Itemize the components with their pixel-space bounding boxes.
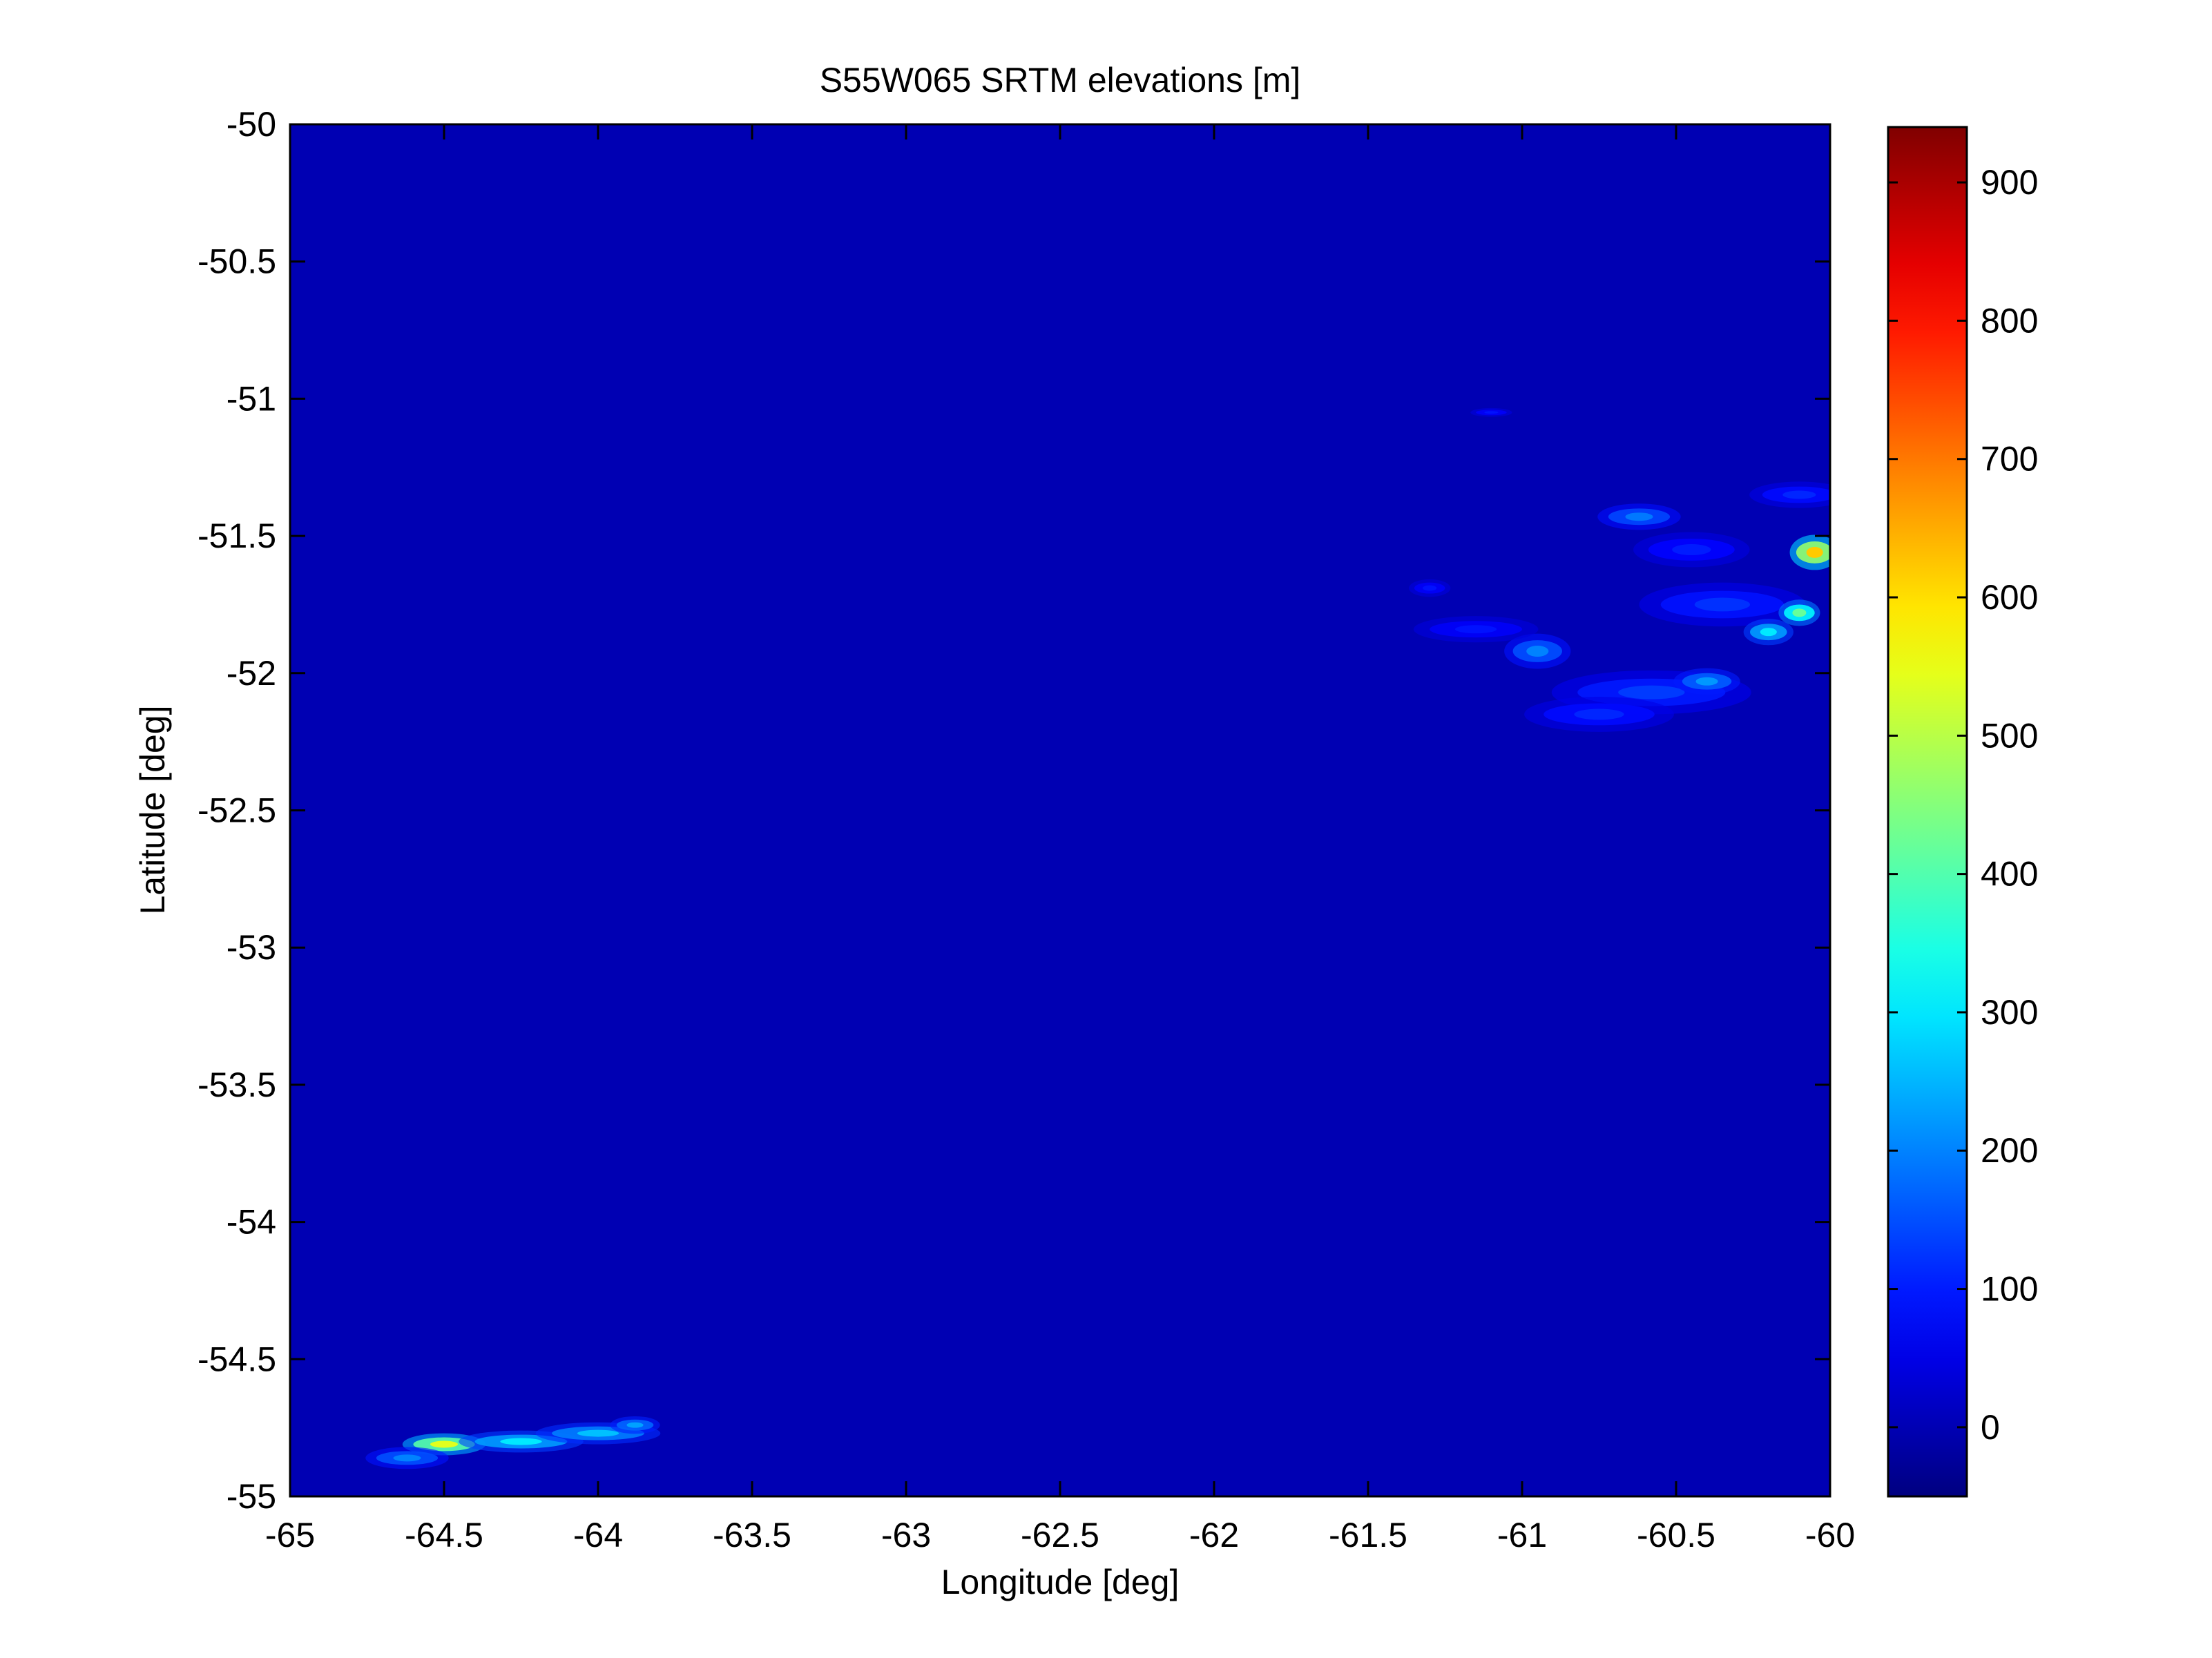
plot-frame: [289, 123, 1831, 1498]
y-tick-label: -54.5: [198, 1340, 276, 1378]
plot-area: [289, 123, 1831, 1498]
colorbar-tick-label: 0: [1981, 1408, 2000, 1447]
x-tick-label: -62: [1189, 1516, 1239, 1554]
x-tick-label: -63: [881, 1516, 931, 1554]
terrain-peak: [1760, 628, 1777, 637]
y-tick-label: -50: [227, 105, 276, 144]
x-tick-label: -64.5: [405, 1516, 483, 1554]
colorbar-tick-label: 600: [1981, 578, 2038, 617]
y-tick-label: -50.5: [198, 242, 276, 281]
terrain-peak: [1423, 585, 1437, 591]
sea-level-background: [290, 124, 1830, 1496]
y-tick-label: -51: [227, 379, 276, 418]
terrain-peak: [1672, 544, 1711, 555]
terrain-peak: [1806, 546, 1823, 558]
terrain-peak: [1618, 685, 1685, 700]
terrain-peak: [1574, 708, 1624, 720]
x-tick-label: -60: [1805, 1516, 1855, 1554]
terrain-peak: [1625, 512, 1653, 521]
colorbar-tick-label: 800: [1981, 301, 2038, 340]
terrain-peak: [1454, 625, 1497, 634]
chart-title: S55W065 SRTM elevations [m]: [820, 61, 1301, 99]
terrain-peak: [577, 1429, 619, 1437]
colorbar-ticks: [1888, 181, 1967, 1429]
x-tick-label: -65: [265, 1516, 315, 1554]
x-axis-tick-labels: -65 -64.5 -64 -63.5 -63 -62.5 -62 -61.5 -61 -60.5…: [265, 1516, 1855, 1554]
terrain-peak: [430, 1440, 459, 1448]
colorbar-tick-label: 400: [1981, 855, 2038, 894]
x-tick-label: -62.5: [1021, 1516, 1099, 1554]
x-tick-label: -63.5: [713, 1516, 791, 1554]
terrain-peak: [1792, 608, 1807, 617]
y-tick-label: -52.5: [198, 791, 276, 830]
terrain-peak: [1695, 677, 1718, 686]
terrain-peak: [626, 1422, 644, 1428]
colorbar-frame: [1887, 126, 1968, 1498]
x-tick-label: -64: [573, 1516, 623, 1554]
colorbar-tick-label: 200: [1981, 1131, 2038, 1170]
colorbar-tick-label: 700: [1981, 440, 2038, 479]
y-tick-label: -53: [227, 928, 276, 967]
y-tick-label: -54: [227, 1203, 276, 1242]
y-tick-label: -53.5: [198, 1066, 276, 1104]
terrain-peak: [1782, 490, 1816, 499]
y-axis-tick-labels: -50 -50.5 -51 -51.5 -52 -52.5 -53 -53.5 -54 -54.5…: [198, 105, 276, 1516]
y-tick-label: -52: [227, 654, 276, 693]
y-axis-label: Latitude [deg]: [133, 705, 172, 914]
colorbar-tick-labels: 0 100 200 300 400 500 600 700 800 900: [1981, 163, 2038, 1447]
colorbar-tick-label: 300: [1981, 993, 2038, 1032]
terrain-peak: [393, 1454, 421, 1462]
terrain-peak: [1694, 597, 1751, 612]
terrain-peak: [1484, 411, 1499, 414]
colorbar-tick-label: 900: [1981, 163, 2038, 202]
colorbar-gradient: [1888, 127, 1967, 1496]
x-tick-label: -61: [1497, 1516, 1547, 1554]
colorbar-tick-label: 100: [1981, 1270, 2038, 1309]
colorbar-tick-label: 500: [1981, 716, 2038, 755]
x-tick-label: -60.5: [1637, 1516, 1715, 1554]
terrain-peak: [1526, 646, 1549, 657]
x-tick-label: -61.5: [1329, 1516, 1407, 1554]
colorbar: 0 100 200 300 400 500 600 700 800 900: [1887, 126, 2038, 1498]
y-tick-label: -55: [227, 1477, 276, 1516]
x-axis-label: Longitude [deg]: [941, 1563, 1180, 1601]
terrain-layer: [365, 407, 1830, 1469]
terrain-peak: [500, 1438, 542, 1445]
y-tick-label: -51.5: [198, 517, 276, 555]
